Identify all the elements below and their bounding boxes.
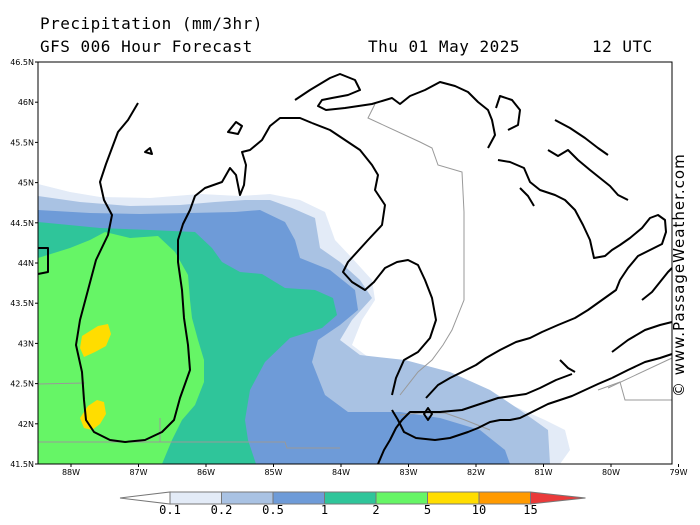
lat-label: 42.5N [10, 380, 34, 389]
lat-label: 44.5N [10, 219, 34, 228]
legend-label: 0.2 [211, 503, 233, 517]
lat-label: 46N [18, 98, 34, 107]
legend-label: 2 [372, 503, 379, 517]
longitude-axis: 88W 87W 86W 85W 84W 83W 82W 81W 80W 79W [62, 464, 688, 477]
legend-label: 5 [424, 503, 431, 517]
precipitation-legend: 0.1 0.2 0.5 1 2 5 10 15 [119, 491, 586, 517]
legend-label: 10 [472, 503, 486, 517]
precip-band-5 [80, 324, 111, 357]
lon-label: 88W [62, 468, 80, 477]
lon-label: 83W [399, 468, 417, 477]
lon-label: 79W [669, 468, 687, 477]
model-label: GFS 006 Hour Forecast [40, 37, 253, 56]
forecast-time: 12 UTC [592, 37, 653, 56]
legend-label: 0.5 [262, 503, 284, 517]
legend-label: 0.1 [159, 503, 181, 517]
lat-label: 43N [18, 339, 34, 348]
lat-label: 44N [18, 259, 34, 268]
lon-label: 81W [534, 468, 552, 477]
lat-label: 41.5N [10, 460, 34, 469]
legend-label: 1 [321, 503, 328, 517]
coastlines [37, 73, 673, 465]
lon-label: 80W [602, 468, 620, 477]
lat-label: 42N [18, 420, 34, 429]
precip-band-2 [38, 232, 204, 464]
lat-label: 45.5N [10, 138, 34, 147]
forecast-date: Thu 01 May 2025 [368, 37, 520, 56]
legend-high-cap [530, 491, 586, 505]
lat-label: 43.5N [10, 299, 34, 308]
credit-text: © www.PassageWeather.com [670, 153, 688, 397]
lon-label: 85W [264, 468, 282, 477]
lon-label: 84W [332, 468, 350, 477]
legend-swatch [375, 491, 428, 505]
lon-label: 87W [129, 468, 147, 477]
latitude-axis: 46.5N 46N 45.5N 45N 44.5N 44N 43.5N 43N 42.5N 42N… [10, 58, 38, 469]
lon-label: 82W [467, 468, 485, 477]
lat-label: 46.5N [10, 58, 34, 67]
precipitation-field [38, 184, 570, 464]
legend-label: 15 [523, 503, 537, 517]
legend-swatch [324, 491, 377, 505]
lon-label: 86W [197, 468, 215, 477]
chart-title: Precipitation (mm/3hr) [40, 14, 263, 33]
lat-label: 45N [18, 179, 34, 188]
